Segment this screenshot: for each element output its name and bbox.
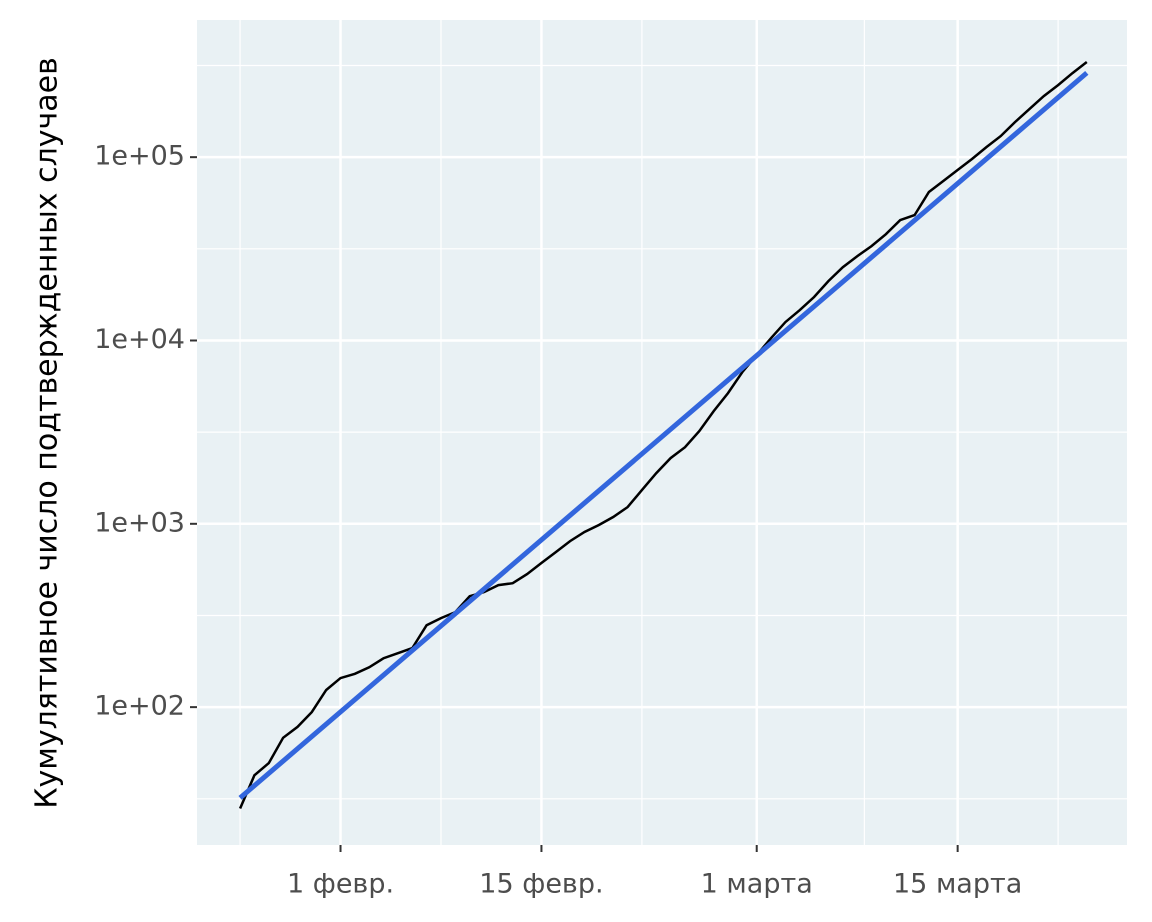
- y-axis-title: Кумулятивное число подтвержденных случае…: [30, 57, 65, 809]
- x-tick-label: 1 февр.: [287, 869, 394, 900]
- y-tick-label: 1e+03: [94, 507, 185, 538]
- y-tick-label: 1e+02: [94, 691, 185, 722]
- series-line: [238, 61, 1088, 809]
- y-tick-label: 1e+05: [94, 141, 185, 172]
- series-line: [238, 71, 1089, 800]
- x-tick-label: 15 февр.: [479, 869, 603, 900]
- y-tick-label: 1e+04: [94, 324, 185, 355]
- x-tick-label: 15 марта: [893, 869, 1022, 900]
- x-tick-label: 1 марта: [701, 869, 813, 900]
